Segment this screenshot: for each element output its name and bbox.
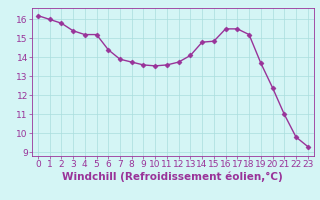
X-axis label: Windchill (Refroidissement éolien,°C): Windchill (Refroidissement éolien,°C) xyxy=(62,172,283,182)
